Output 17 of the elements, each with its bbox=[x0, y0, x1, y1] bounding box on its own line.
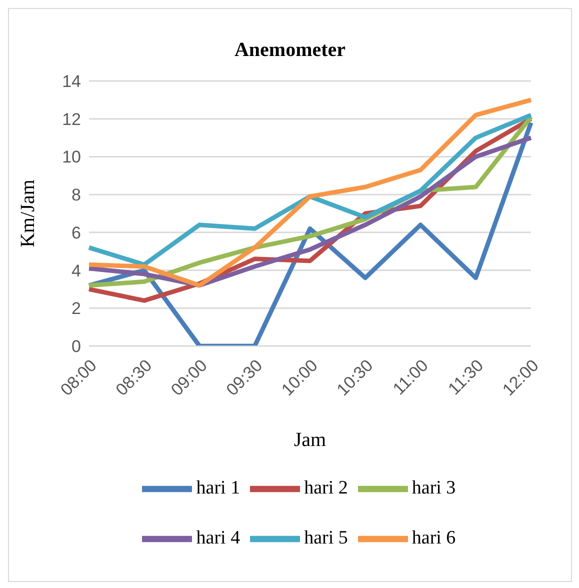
legend-label: hari 2 bbox=[304, 477, 348, 498]
legend-label: hari 5 bbox=[304, 527, 348, 548]
y-tick-label: 10 bbox=[62, 148, 81, 167]
y-tick-label: 2 bbox=[72, 299, 81, 318]
y-tick-label: 6 bbox=[72, 223, 81, 242]
chart-title: Anemometer bbox=[233, 39, 347, 62]
y-tick-label: 0 bbox=[72, 337, 81, 356]
y-tick-label: 14 bbox=[62, 72, 81, 92]
legend-label: hari 6 bbox=[412, 527, 456, 548]
legend-label: hari 4 bbox=[196, 527, 240, 548]
legend-label: hari 1 bbox=[196, 477, 240, 498]
y-tick-label: 12 bbox=[62, 110, 81, 129]
y-tick-label: 8 bbox=[72, 186, 81, 205]
legend-label: hari 3 bbox=[412, 477, 456, 498]
y-tick-label: 4 bbox=[72, 261, 81, 280]
y-axis-title: Km/Jam bbox=[17, 179, 40, 248]
x-axis-title: Jam bbox=[294, 429, 327, 451]
